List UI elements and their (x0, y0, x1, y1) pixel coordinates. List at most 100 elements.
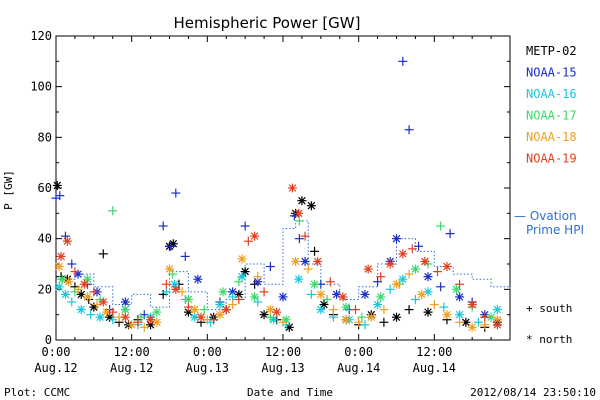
x-tick-label-date: Aug.13 (261, 361, 304, 375)
south-point-noaa-15 (445, 229, 455, 239)
plot-area: 0 20 40 60 80 100 120 0:00 Aug.12 12:00 Aug.12 0:00… (30, 29, 511, 375)
south-point-noaa-18 (429, 300, 439, 310)
south-point-noaa-18 (228, 300, 238, 310)
north-point-noaa-19 (385, 259, 395, 269)
north-point-metp-02 (392, 312, 401, 322)
north-point-metp-02 (240, 267, 250, 277)
north-point-metp-02 (259, 310, 269, 320)
north-point-noaa-18 (316, 289, 326, 299)
south-point-noaa-16 (410, 294, 420, 304)
south-point-noaa-15 (404, 125, 414, 135)
north-point-noaa-17 (310, 279, 320, 289)
marker-stroke (455, 310, 464, 319)
north-point-noaa-19 (196, 312, 206, 322)
south-point-noaa-15 (265, 262, 275, 272)
marker-stroke (392, 313, 401, 321)
marker-stroke (373, 300, 382, 309)
north-point-noaa-19 (338, 292, 348, 302)
north-point-noaa-19 (272, 307, 282, 317)
south-point-noaa-15 (55, 191, 65, 201)
legend-entry-noaa-17: NOAA-17 (526, 109, 577, 123)
marker-stroke (64, 277, 73, 286)
marker-stroke (487, 313, 495, 321)
marker-stroke (96, 313, 104, 321)
marker-stroke (77, 305, 86, 314)
south-point-noaa-15 (67, 259, 77, 269)
legend-entry-noaa-19: NOAA-19 (526, 152, 577, 166)
marker-stroke (99, 298, 108, 306)
north-point-noaa-18 (392, 279, 401, 289)
north-point-noaa-17 (152, 307, 162, 317)
north-point-noaa-15 (455, 292, 465, 302)
marker-stroke (55, 283, 63, 291)
south-point-noaa-18 (404, 269, 414, 279)
marker-stroke (165, 265, 174, 273)
marker-stroke (197, 313, 205, 321)
north-point-metp-02 (319, 300, 329, 310)
north-point-noaa-18 (291, 256, 301, 266)
south-point-noaa-16 (385, 284, 395, 294)
north-point-noaa-16 (54, 282, 64, 292)
north-point-noaa-15 (423, 272, 433, 282)
north-point-noaa-19 (98, 297, 108, 307)
south-point-noaa-19 (325, 277, 335, 287)
south-point-noaa-16 (360, 320, 370, 330)
north-point-noaa-17 (83, 274, 93, 284)
north-point-noaa-17 (410, 264, 420, 274)
north-point-noaa-19 (442, 262, 452, 272)
marker-stroke (313, 257, 322, 266)
marker-stroke (77, 290, 86, 299)
marker-stroke (376, 293, 385, 301)
south-point-noaa-15 (414, 241, 424, 251)
south-point-noaa-19 (89, 287, 99, 297)
marker-stroke (468, 323, 476, 332)
north-point-noaa-17 (376, 292, 386, 302)
south-point-noaa-16 (328, 312, 338, 322)
marker-stroke (219, 288, 227, 296)
marker-stroke (58, 275, 67, 283)
x-tick-label-time: 0:00 (344, 345, 373, 359)
north-point-noaa-17 (218, 287, 228, 297)
north-point-noaa-19 (120, 312, 130, 322)
y-tick-label: 0 (45, 333, 52, 347)
marker-stroke (241, 267, 249, 276)
south-point-noaa-18 (278, 317, 288, 327)
south-point-noaa-19 (480, 312, 490, 322)
x-tick-label-time: 12:00 (114, 345, 150, 359)
marker-stroke (272, 308, 281, 316)
marker-stroke (493, 321, 502, 329)
north-point-noaa-19 (398, 249, 408, 259)
south-point-noaa-16 (473, 317, 483, 327)
south-point-noaa-16 (108, 315, 118, 325)
north-point-noaa-19 (221, 305, 231, 315)
legend-entry-noaa-18: NOAA-18 (526, 130, 577, 144)
marker-stroke (74, 270, 82, 278)
marker-stroke (424, 272, 432, 281)
south-point-noaa-15 (294, 234, 304, 244)
north-point-noaa-16 (492, 305, 502, 315)
marker-stroke (361, 290, 369, 299)
south-point-noaa-18 (253, 272, 263, 282)
y-tick-label: 80 (38, 130, 52, 144)
north-point-noaa-19 (146, 315, 156, 325)
north-point-noaa-15 (120, 297, 130, 307)
north-point-noaa-19 (363, 264, 373, 274)
marker-stroke (392, 280, 401, 289)
legend-entry-metp-02: METP-02 (526, 44, 577, 58)
north-point-noaa-19 (313, 256, 323, 266)
marker-stroke (320, 300, 328, 309)
marker-stroke (80, 280, 89, 289)
marker-stroke (260, 310, 268, 319)
south-point-noaa-16 (253, 297, 263, 307)
marker-stroke (253, 277, 262, 286)
marker-stroke (424, 308, 432, 316)
south-point-noaa-16 (306, 289, 316, 299)
north-point-noaa-17 (451, 284, 461, 294)
marker-stroke (57, 252, 65, 261)
marker-stroke (83, 293, 92, 301)
south-point-noaa-18 (73, 284, 83, 294)
marker-stroke (310, 280, 319, 289)
north-point-noaa-18 (190, 305, 200, 315)
